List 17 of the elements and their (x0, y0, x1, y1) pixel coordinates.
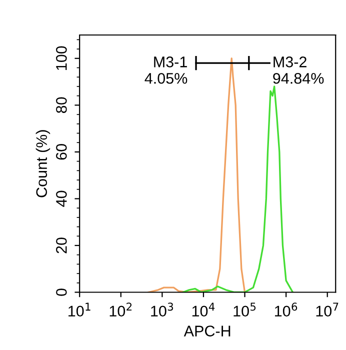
annotation: M3-2 94.84% (273, 56, 324, 84)
x-tick-label: 10$^{7}$ (316, 302, 338, 317)
x-tick-label: 10$^{6}$ (275, 302, 298, 317)
x-tick-label: 10$^{1}$ (68, 302, 90, 317)
y-axis-title: Count (%) (36, 130, 50, 198)
y-tick-label: 20 (56, 238, 67, 254)
x-tick-label: 10$^{2}$ (110, 302, 132, 317)
y-tick-label: 60 (56, 144, 67, 160)
x-tick-label: 10$^{5}$ (234, 302, 256, 317)
y-tick-label: 0 (56, 288, 67, 296)
y-tick-label: 100 (56, 46, 67, 70)
y-tick-label: 40 (56, 190, 67, 207)
x-axis-title: APC-H (184, 326, 230, 336)
x-tick-label: 10$^{3}$ (151, 302, 174, 317)
annotation: M3-1 4.05% (144, 56, 188, 84)
y-tick-label: 80 (56, 97, 67, 113)
x-tick-label: 10$^{4}$ (192, 302, 215, 317)
